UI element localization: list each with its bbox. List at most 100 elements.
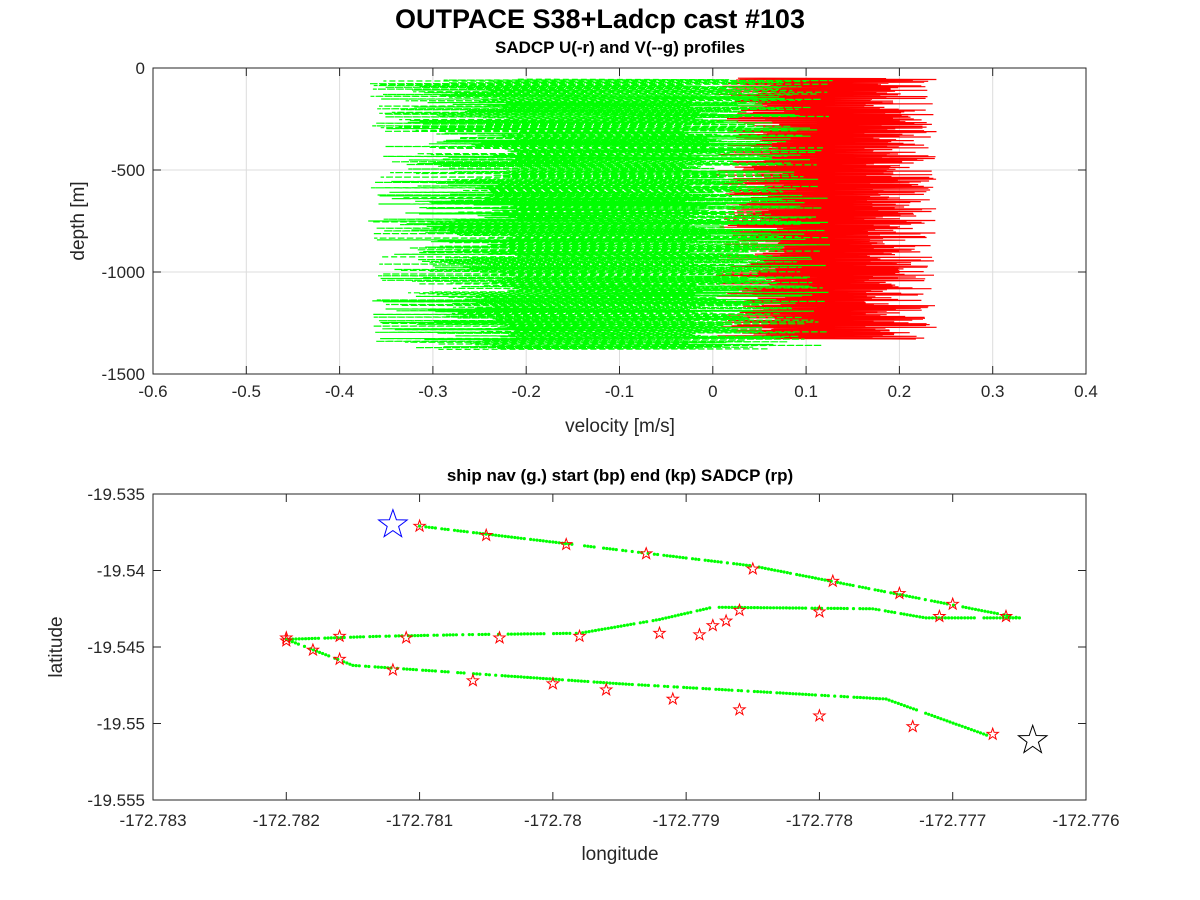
ship-nav-point	[513, 632, 517, 636]
ship-nav-point	[564, 631, 569, 636]
ship-nav-point	[302, 644, 307, 649]
depth-ytick-label: -1500	[102, 365, 145, 384]
ship-nav-point	[788, 606, 792, 610]
ship-nav-point	[716, 560, 720, 564]
ship-nav-point	[945, 719, 949, 723]
ship-nav-point	[781, 691, 785, 695]
ship-nav-point	[373, 665, 377, 669]
ship-nav-point	[384, 634, 388, 638]
ship-nav-point	[630, 549, 634, 554]
ship-nav-point	[969, 616, 973, 620]
ship-nav-point	[858, 695, 863, 700]
ship-nav-point	[890, 699, 894, 703]
ship-nav-point	[535, 632, 540, 636]
ship-nav-point	[924, 711, 928, 715]
ship-nav-point	[775, 606, 779, 610]
ship-nav-point	[349, 635, 353, 639]
ship-nav-point	[361, 635, 366, 639]
ship-nav-point	[679, 612, 684, 617]
ship-nav-point	[465, 530, 469, 534]
ship-nav-point	[448, 633, 452, 637]
ship-nav-point	[975, 730, 980, 734]
ship-nav-point	[688, 686, 692, 690]
ship-nav-point	[411, 667, 415, 672]
ship-nav-point	[329, 636, 333, 640]
ship-nav-point	[637, 683, 641, 687]
ship-nav-point	[797, 606, 801, 610]
ship-nav-point	[784, 606, 789, 610]
velocity-xtick-label: -0.3	[418, 382, 447, 401]
ship-nav-point	[593, 628, 598, 633]
ship-nav-point	[749, 606, 753, 610]
ship-nav-point	[905, 613, 909, 617]
ship-nav-point	[966, 616, 970, 620]
ship-nav-point	[510, 535, 514, 539]
ship-nav-point	[477, 632, 481, 637]
ship-nav-point	[942, 718, 946, 722]
ship-nav-point	[583, 679, 587, 683]
ship-nav-point	[598, 680, 603, 685]
ship-nav-point	[730, 688, 734, 692]
ship-nav-point	[551, 540, 555, 544]
ship-nav-point	[613, 625, 617, 629]
ship-nav-point	[621, 548, 625, 553]
ship-nav-point	[763, 566, 767, 571]
ship-nav-point	[904, 594, 909, 598]
ship-nav-point	[443, 670, 447, 674]
ship-nav-point	[461, 633, 465, 637]
sadcp-point-star	[945, 596, 960, 611]
ship-nav-point	[779, 569, 783, 574]
ship-nav-point	[813, 576, 818, 580]
ship-nav-point	[766, 567, 771, 571]
ship-nav-point	[532, 632, 536, 636]
ship-nav-point	[608, 547, 612, 551]
ship-nav-point	[419, 633, 423, 638]
ship-nav-point	[557, 678, 561, 682]
ship-nav-point	[354, 664, 358, 668]
ship-nav-point	[842, 695, 846, 699]
ship-nav-point	[953, 616, 957, 620]
ship-nav-point	[969, 728, 974, 732]
ship-nav-point	[424, 668, 428, 673]
ship-nav-point	[619, 624, 623, 628]
ship-nav-point	[691, 686, 696, 690]
ship-nav-point	[807, 693, 811, 697]
ship-nav-point	[500, 534, 504, 538]
ship-nav-point	[452, 528, 457, 532]
ship-nav-point	[887, 698, 891, 702]
sadcp-point-star	[745, 561, 760, 576]
ship-nav-point	[736, 688, 740, 693]
ship-nav-point	[394, 634, 398, 638]
ship-nav-point	[357, 664, 361, 668]
ship-nav-point	[397, 634, 401, 638]
ship-nav-point	[951, 603, 956, 607]
ship-nav-point	[924, 616, 928, 620]
longitude-xtick-label: -172.776	[1052, 811, 1119, 830]
ship-nav-point	[368, 635, 372, 639]
ship-nav-point	[800, 606, 805, 610]
ship-nav-point	[557, 541, 561, 545]
ship-nav-point	[414, 668, 418, 672]
ship-nav-point	[865, 696, 869, 700]
ship-nav-point	[759, 690, 763, 694]
ship-nav-point	[706, 559, 711, 563]
ship-nav-point	[516, 632, 520, 636]
ship-nav-point	[714, 687, 718, 691]
longitude-xtick-label: -172.777	[919, 811, 986, 830]
sadcp-point-star	[998, 608, 1014, 623]
ship-nav-point	[882, 590, 887, 594]
ship-nav-point	[738, 562, 742, 567]
ship-nav-point	[804, 574, 808, 578]
ship-nav-point	[629, 622, 633, 627]
velocity-xtick-label: 0.2	[888, 382, 912, 401]
velocity-xtick-label: -0.6	[138, 382, 167, 401]
latitude-ytick-label: -19.54	[97, 562, 145, 581]
ship-nav-point	[963, 616, 967, 620]
ship-nav-point	[911, 614, 916, 618]
ship-nav-point	[592, 680, 596, 684]
sadcp-point-star	[305, 642, 321, 657]
ship-nav-point	[640, 683, 644, 687]
ship-nav-point	[581, 631, 585, 635]
ship-nav-point	[876, 588, 880, 593]
ship-nav-point	[970, 607, 974, 611]
